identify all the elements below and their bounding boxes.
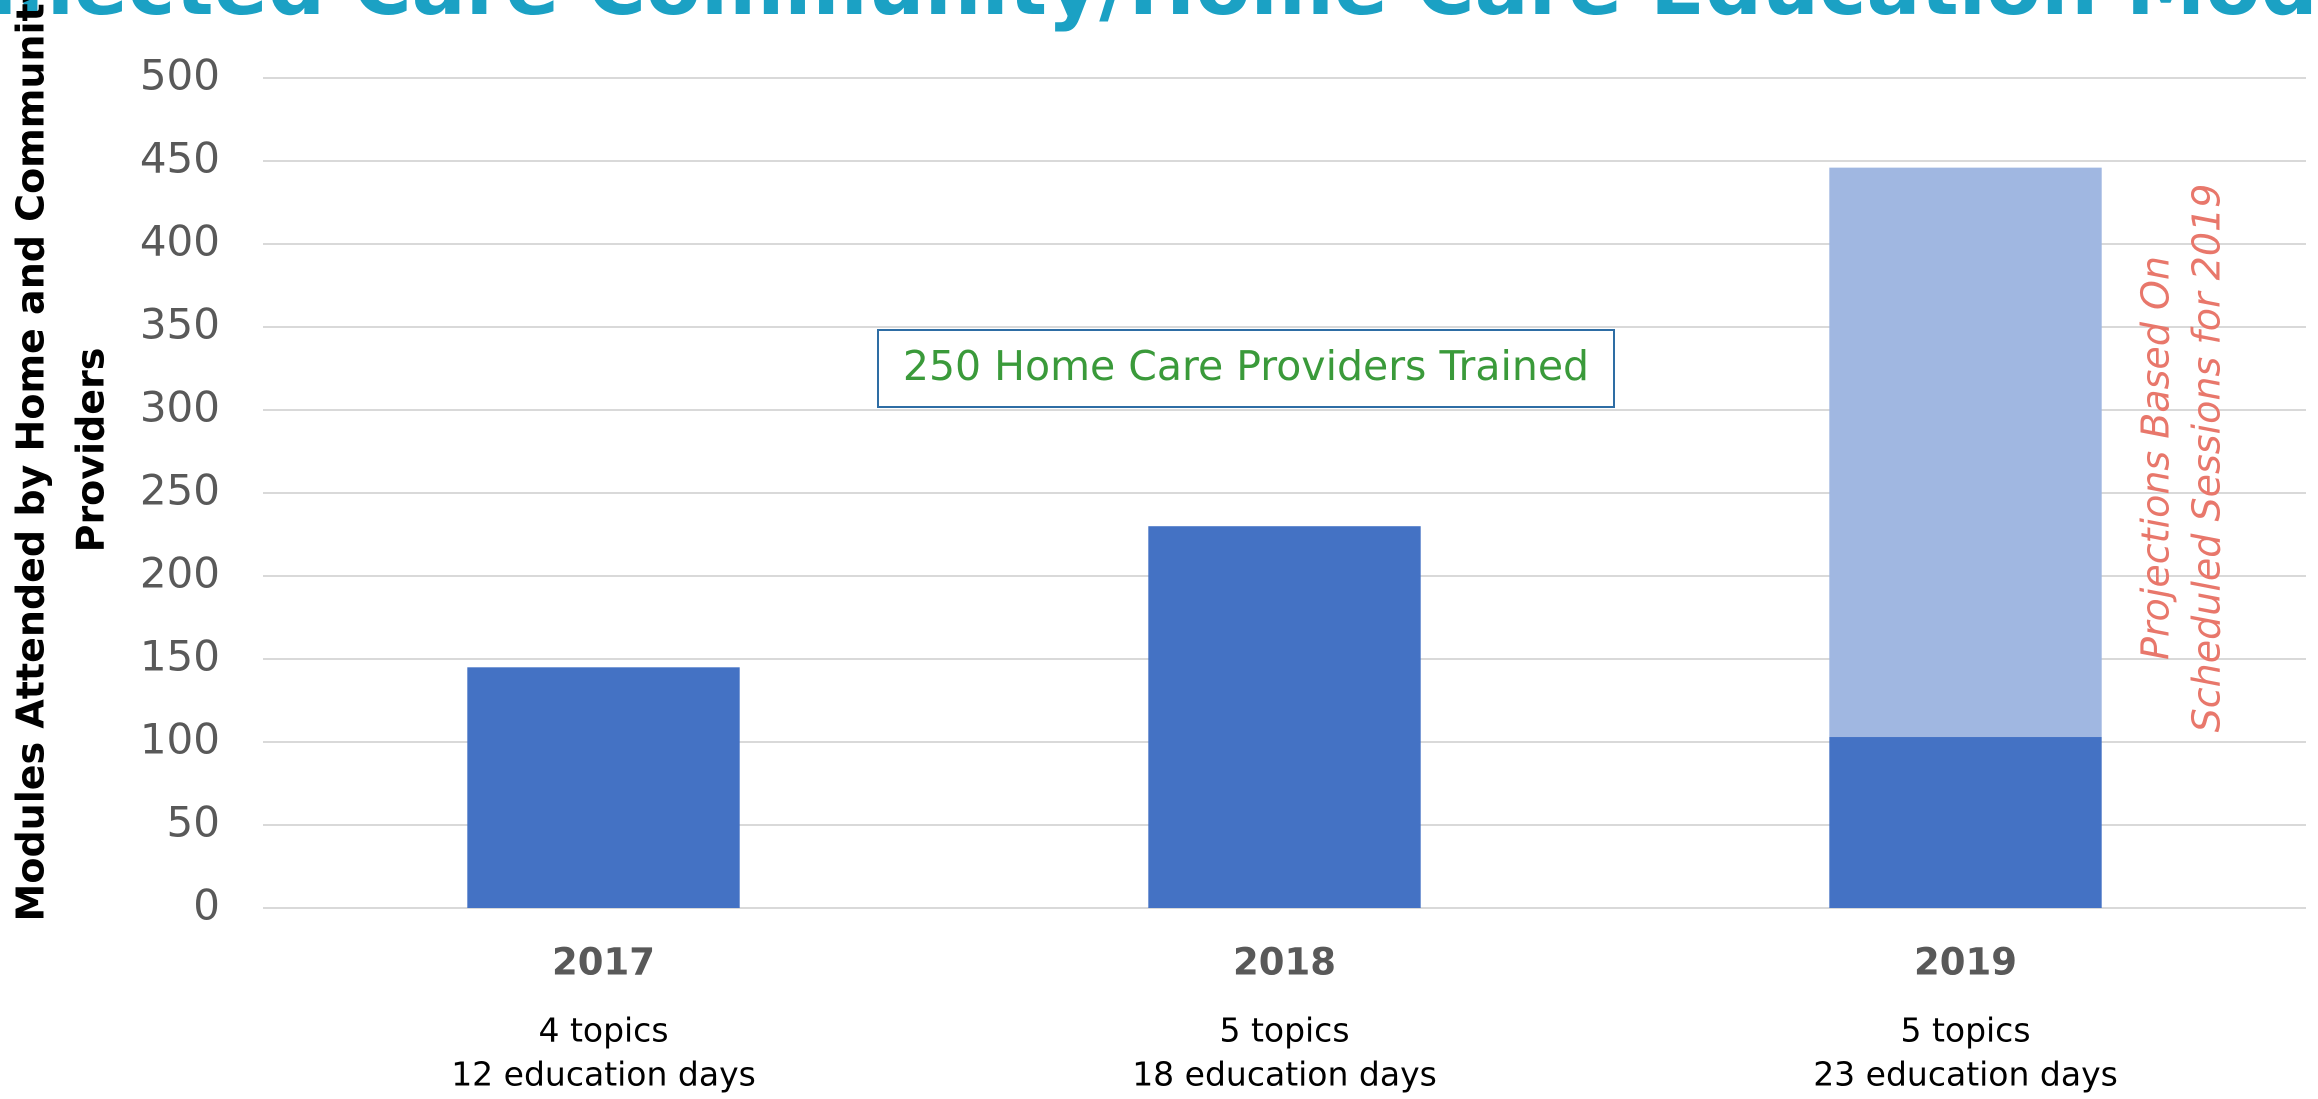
annotation: Scheduled Sessions for 2019: [2185, 184, 2229, 733]
bar: [1829, 737, 2102, 908]
y-tick-label: 150: [140, 632, 220, 681]
x-tick-label: 2018: [1233, 941, 1336, 984]
x-tick-label: 2017: [552, 941, 655, 984]
y-tick-label: 450: [140, 134, 220, 183]
x-sublabel: 18 education days: [1132, 1055, 1437, 1094]
y-tick-label: 0: [193, 881, 220, 930]
x-sublabel: 23 education days: [1813, 1055, 2118, 1094]
x-sublabel: 12 education days: [451, 1055, 756, 1094]
y-axis-label-line: Modules Attended by Home and Community: [9, 0, 53, 921]
annotation: 250 Home Care Providers Trained: [903, 342, 1589, 390]
y-tick-label: 400: [140, 217, 220, 266]
y-tick-label: 250: [140, 466, 220, 515]
x-sublabel: 5 topics: [1219, 1011, 1349, 1050]
x-sublabel: 4 topics: [538, 1011, 668, 1050]
y-axis-label-line: Providers: [69, 348, 113, 553]
y-tick-label: 300: [140, 383, 220, 432]
bar: [1148, 526, 1421, 908]
y-tick-label: 50: [167, 798, 220, 847]
y-axis-label: Modules Attended by Home and Community P…: [9, 0, 113, 921]
x-sublabel: 5 topics: [1900, 1011, 2030, 1050]
bar: [467, 667, 740, 908]
chart-title: Connected Care Community/Home Care Educa…: [0, 0, 2318, 33]
annotation-box: [877, 329, 1615, 408]
bar: [1829, 167, 2102, 738]
y-tick-label: 100: [140, 715, 220, 764]
y-tick-label: 350: [140, 300, 220, 349]
annotation: Projections Based On: [2134, 256, 2178, 660]
x-tick-label: 2019: [1914, 941, 2017, 984]
y-tick-label: 500: [140, 51, 220, 100]
y-tick-label: 200: [140, 549, 220, 598]
projection-note: Projections Based On Scheduled Sessions …: [2134, 184, 2229, 733]
